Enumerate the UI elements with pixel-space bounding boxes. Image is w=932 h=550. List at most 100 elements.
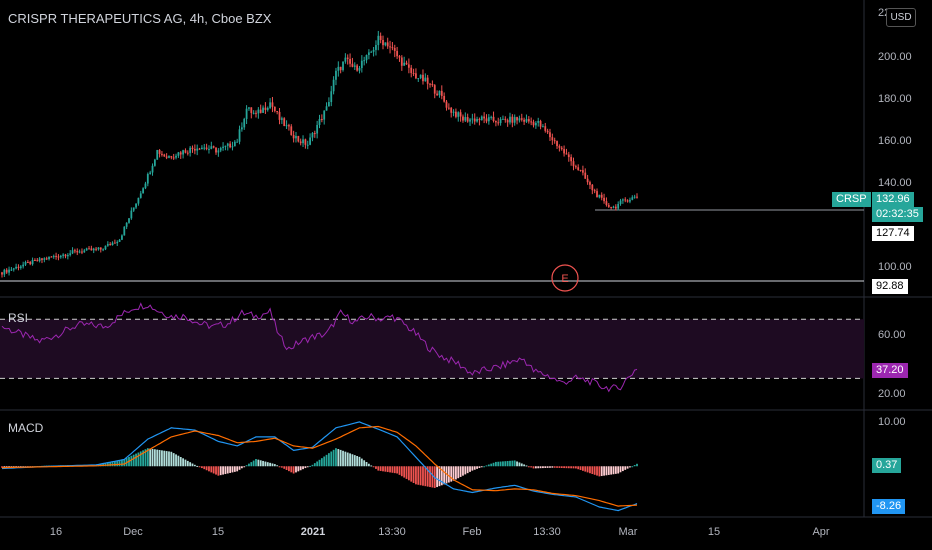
candle-body	[518, 118, 521, 121]
macd-histogram-bar	[426, 466, 429, 487]
macd-histogram-bar	[170, 451, 173, 467]
candle-body	[332, 79, 335, 92]
candle-body	[38, 258, 41, 262]
candle-body	[631, 197, 634, 200]
macd-histogram-bar	[389, 466, 391, 473]
candle-body	[447, 107, 450, 109]
macd-histogram-bar	[633, 465, 636, 467]
candle-body	[299, 141, 302, 144]
candle-body	[295, 135, 297, 139]
candle-body	[494, 121, 497, 123]
candle-body	[198, 148, 201, 150]
macd-histogram-bar	[586, 466, 589, 473]
macd-histogram-bar	[224, 466, 227, 475]
candle-body	[182, 150, 184, 155]
candle-body	[572, 161, 575, 167]
candle-body	[292, 134, 295, 139]
candle-body	[356, 65, 359, 71]
candle-body	[74, 250, 76, 252]
time-tick-label: 16	[49, 526, 63, 538]
macd-histogram-bar	[344, 451, 347, 467]
macd-histogram-bar	[255, 459, 257, 467]
macd-histogram-bar	[280, 466, 283, 468]
candle-body	[584, 172, 587, 179]
time-tick-label: 2021	[300, 526, 326, 538]
macd-histogram-bar	[579, 466, 582, 471]
currency-button[interactable]: USD	[886, 8, 916, 27]
macd-histogram-bar	[530, 466, 533, 468]
candle-body	[480, 116, 483, 121]
macd-histogram-bar	[464, 466, 467, 475]
candle-body	[252, 112, 255, 114]
macd-histogram-bar	[177, 455, 180, 467]
candle-body	[26, 262, 29, 264]
macd-histogram-bar	[567, 466, 570, 469]
candle-body	[367, 52, 370, 56]
candle-body	[193, 148, 196, 151]
macd-histogram-bar	[306, 466, 309, 468]
macd-histogram-bar	[560, 466, 563, 468]
macd-histogram-bar	[445, 466, 448, 484]
macd-histogram-bar	[367, 463, 370, 467]
candle-body	[346, 57, 349, 59]
candle-body	[151, 165, 154, 173]
candle-body	[509, 116, 511, 123]
candle-body	[83, 250, 86, 253]
macd-histogram-bar	[193, 464, 196, 467]
macd-histogram-bar	[240, 466, 243, 469]
candle-body	[191, 147, 194, 149]
candle-body	[128, 218, 130, 223]
macd-histogram-bar	[549, 466, 551, 468]
candle-body	[398, 56, 401, 58]
candle-body	[240, 127, 243, 130]
candle-body	[579, 169, 582, 171]
candle-body	[50, 256, 53, 258]
candle-body	[24, 262, 27, 265]
candle-body	[459, 112, 462, 117]
macd-histogram-bar	[396, 466, 399, 474]
candle-body	[123, 226, 126, 236]
candle-body	[3, 269, 6, 275]
macd-histogram-bar	[617, 466, 620, 474]
macd-histogram-bar	[398, 466, 401, 475]
macd-histogram-bar	[509, 460, 511, 467]
candle-body	[325, 106, 328, 111]
macd-histogram-bar	[175, 454, 177, 467]
candle-body	[353, 65, 356, 67]
macd-histogram-bar	[511, 460, 514, 467]
candle-body	[85, 248, 88, 251]
candle-body	[172, 157, 175, 159]
macd-histogram-bar	[370, 465, 373, 467]
macd-histogram-bar	[179, 457, 182, 467]
macd-histogram-bar	[358, 456, 361, 467]
candle-body	[582, 170, 584, 173]
macd-histogram-bar	[400, 466, 403, 477]
macd-histogram-bar	[335, 448, 337, 467]
candle-body	[113, 242, 116, 244]
candle-body	[530, 121, 533, 123]
candle-body	[219, 148, 222, 151]
candle-body	[476, 119, 478, 122]
earnings-marker	[551, 264, 579, 292]
macd-histogram-bar	[542, 466, 544, 469]
candle-body	[544, 126, 547, 131]
macd-line	[1, 421, 638, 512]
candle-body	[78, 251, 81, 253]
macd-histogram-bar	[215, 466, 217, 475]
candle-body	[259, 109, 262, 113]
macd-histogram-bar	[612, 466, 615, 475]
macd-histogram-bar	[450, 466, 453, 482]
macd-histogram-bar	[339, 449, 342, 467]
candle-body	[621, 199, 624, 201]
macd-histogram-bar	[156, 449, 159, 467]
macd-histogram-bar	[365, 462, 368, 467]
candle-body	[205, 147, 208, 149]
candle-body	[360, 60, 363, 69]
candle-body	[607, 204, 610, 207]
macd-histogram-bar	[198, 466, 201, 468]
macd-histogram-bar	[161, 450, 163, 467]
candle-body	[168, 156, 170, 158]
candle-body	[34, 259, 36, 261]
macd-histogram-bar	[487, 464, 490, 467]
